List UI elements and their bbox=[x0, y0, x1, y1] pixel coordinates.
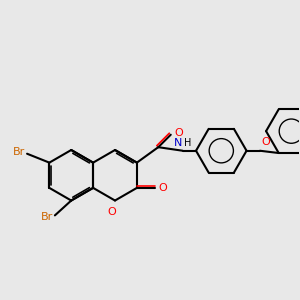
Text: O: O bbox=[159, 183, 167, 193]
Text: O: O bbox=[261, 137, 270, 147]
Text: Br: Br bbox=[41, 212, 53, 222]
Text: O: O bbox=[108, 207, 116, 217]
Text: O: O bbox=[174, 128, 183, 138]
Text: H: H bbox=[184, 138, 191, 148]
Text: N: N bbox=[174, 138, 182, 148]
Text: Br: Br bbox=[12, 147, 25, 157]
